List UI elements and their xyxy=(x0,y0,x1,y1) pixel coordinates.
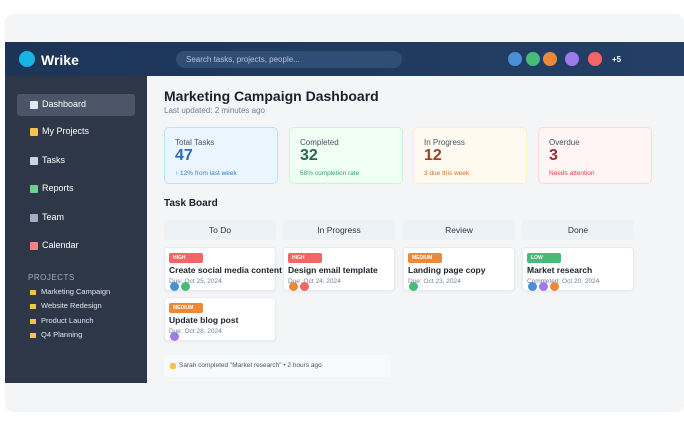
nav-icon xyxy=(30,128,38,136)
nav-icon xyxy=(30,242,38,250)
task-due: Due: Oct 23, 2024 xyxy=(408,278,461,285)
assignee-dot xyxy=(170,332,179,341)
stat-value: 3 xyxy=(549,147,558,164)
assignee-dot xyxy=(539,282,548,291)
activity-text: Sarah completed "Market research" • 2 ho… xyxy=(179,362,322,369)
priority-badge: MEDIUM xyxy=(408,253,442,263)
stat-note: ↑ 12% from last week xyxy=(175,170,237,177)
stat-label: In Progress xyxy=(424,138,465,147)
task-due: Due: Oct 25, 2024 xyxy=(169,278,222,285)
user-avatar[interactable] xyxy=(508,52,522,66)
projects-heading: PROJECTS xyxy=(28,273,75,282)
folder-icon xyxy=(30,304,36,309)
stat-value: 32 xyxy=(300,147,318,164)
stat-label: Total Tasks xyxy=(175,138,215,147)
logo-text: Wrike xyxy=(41,52,79,68)
stat-note: 68% completion rate xyxy=(300,170,360,177)
board-title: Task Board xyxy=(164,198,218,209)
assignee-dot xyxy=(181,282,190,291)
stat-value: 12 xyxy=(424,147,442,164)
stat-note: Needs attention xyxy=(549,170,595,177)
stat-value: 47 xyxy=(175,147,193,164)
logo-icon xyxy=(19,51,35,67)
stat-label: Overdue xyxy=(549,138,580,147)
priority-badge: HIGH xyxy=(288,253,322,263)
priority-badge: LOW xyxy=(527,253,561,263)
priority-badge: MEDIUM xyxy=(169,303,203,313)
nav-active xyxy=(17,94,135,116)
project-link[interactable]: Marketing Campaign xyxy=(41,287,111,296)
assignee-dot xyxy=(289,282,298,291)
nav-item[interactable]: Dashboard xyxy=(42,99,87,109)
assignee-dot xyxy=(409,282,418,291)
page-subtitle: Last updated: 2 minutes ago xyxy=(164,106,265,115)
task-title: Create social media content xyxy=(169,265,282,275)
folder-icon xyxy=(30,290,36,295)
stat-card xyxy=(289,127,403,184)
column-header: In Progress xyxy=(283,220,395,240)
nav-icon xyxy=(30,214,38,222)
stat-card xyxy=(164,127,278,184)
task-title: Market research xyxy=(527,265,593,275)
column-header: Done xyxy=(522,220,634,240)
nav-icon xyxy=(30,101,38,109)
page-title: Marketing Campaign Dashboard xyxy=(164,88,379,104)
assignee-dot xyxy=(170,282,179,291)
user-avatar[interactable] xyxy=(543,52,557,66)
nav-item[interactable]: Team xyxy=(42,212,65,222)
user-avatar[interactable] xyxy=(526,52,540,66)
project-link[interactable]: Q4 Planning xyxy=(41,330,83,339)
task-due: Due: Oct 28, 2024 xyxy=(169,328,222,335)
assignee-dot xyxy=(300,282,309,291)
task-title: Landing page copy xyxy=(408,265,486,275)
stat-label: Completed xyxy=(300,138,339,147)
column-header: To Do xyxy=(164,220,276,240)
sidebar xyxy=(5,76,147,383)
user-avatar[interactable] xyxy=(588,52,602,66)
stat-note: 3 due this week xyxy=(424,170,470,177)
task-title: Design email template xyxy=(288,265,378,275)
nav-icon xyxy=(30,157,38,165)
task-due: Due: Oct 24, 2024 xyxy=(288,278,341,285)
user-avatar[interactable] xyxy=(565,52,579,66)
project-link[interactable]: Website Redesign xyxy=(41,301,102,310)
task-due: Completed: Oct 20, 2024 xyxy=(527,278,600,285)
priority-badge: HIGH xyxy=(169,253,203,263)
task-title: Update blog post xyxy=(169,315,239,325)
stat-card xyxy=(538,127,652,184)
folder-icon xyxy=(30,319,36,324)
activity-box xyxy=(164,355,391,377)
column-header: Review xyxy=(403,220,515,240)
project-link[interactable]: Product Launch xyxy=(41,316,94,325)
nav-icon xyxy=(30,185,38,193)
more-users: +5 xyxy=(612,55,622,64)
nav-item[interactable]: Reports xyxy=(42,183,74,193)
folder-icon xyxy=(30,333,36,338)
activity-icon xyxy=(170,363,176,369)
nav-item[interactable]: Calendar xyxy=(42,240,79,250)
nav-item[interactable]: Tasks xyxy=(42,155,66,165)
assignee-dot xyxy=(528,282,537,291)
nav-item[interactable]: My Projects xyxy=(42,126,90,136)
search-box[interactable]: Search tasks, projects, people... xyxy=(176,51,402,68)
assignee-dot xyxy=(550,282,559,291)
stat-card xyxy=(413,127,527,184)
